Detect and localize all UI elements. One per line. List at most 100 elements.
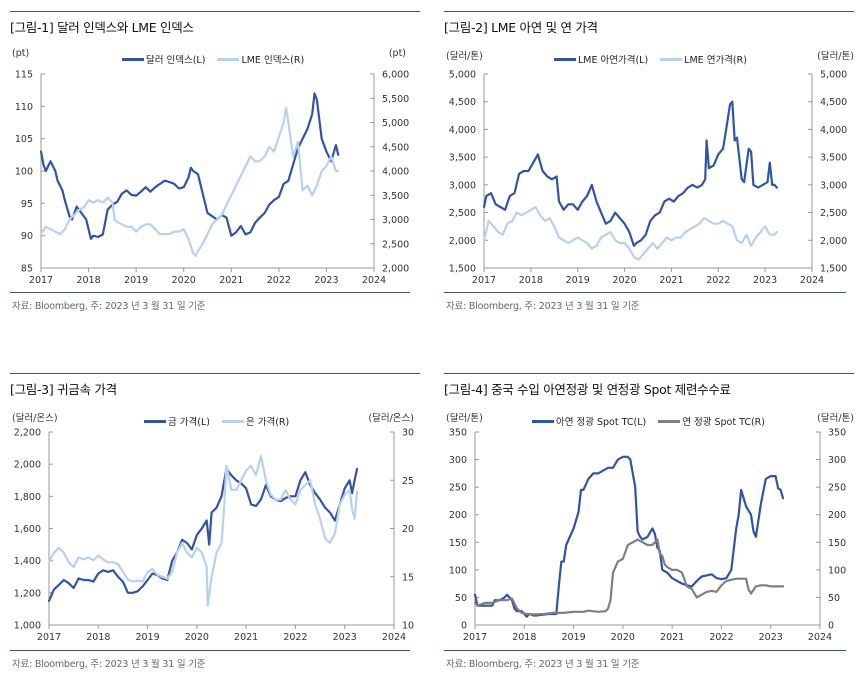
legend-item: 달러 인덱스(L) (122, 52, 205, 66)
left-axis-tick-label: 2,000 (14, 460, 41, 471)
right-axis-tick-label: 0 (828, 621, 834, 632)
legend-item: 금 가격(L) (144, 414, 210, 428)
chart-plot: 85 90 95 100 105 110 115 2,000 2,500 3,000 3,500 4,… (15, 70, 409, 287)
chart-panel-2: [그림-2] LME 아연 및 연 가격 (달러/톤) (달러/톤) LME 아… (434, 0, 854, 330)
legend: 금 가격(L) 은 가격(R) (144, 414, 289, 428)
series-line-1 (473, 455, 785, 618)
chart-panel-1: [그림-1] 달러 인덱스와 LME 인덱스 (pt) (pt) 달러 인덱스(… (0, 0, 420, 330)
left-axis-tick-label: 95 (21, 199, 33, 210)
right-axis-tick-label: 5,000 (820, 70, 847, 81)
left-axis-tick-label: 1,200 (14, 588, 41, 599)
legend-swatch (221, 419, 244, 423)
left-axis-tick-label: 150 (449, 538, 467, 549)
legend-label: 아연 정광 Spot TC(L) (556, 417, 647, 428)
left-axis-tick-label: 4,000 (449, 125, 476, 136)
legend-swatch (532, 419, 554, 423)
x-axis-tick-label: 2023 (759, 632, 783, 643)
right-axis-tick-label: 10 (402, 621, 414, 632)
x-axis-tick-label: 2020 (612, 275, 636, 286)
panel-top-rule (10, 373, 420, 374)
panel-top-rule (444, 373, 854, 374)
x-axis-tick-label: 2024 (362, 275, 386, 286)
right-axis-tick-label: 25 (402, 476, 414, 487)
legend-label: 은 가격(R) (245, 417, 290, 428)
source-note: 자료: Bloomberg, 주: 2023 년 3 월 31 일 기준 (446, 301, 640, 312)
chart-title: [그림-1] 달러 인덱스와 LME 인덱스 (10, 20, 194, 35)
left-axis-tick-label: 200 (449, 510, 467, 521)
right-axis-tick-label: 350 (828, 428, 846, 439)
legend-label: 연 정광 Spot TC(R) (682, 417, 765, 428)
right-axis-tick-label: 2,000 (820, 236, 847, 247)
left-axis-unit: (달러/온스) (12, 413, 58, 424)
panel-bottom-rule (10, 292, 410, 293)
x-axis-tick-label: 2022 (267, 275, 291, 286)
x-axis-tick-label: 2017 (37, 632, 61, 643)
right-axis-unit: (달러/온스) (368, 413, 414, 424)
panel-top-rule (10, 11, 420, 12)
right-axis-tick-label: 100 (828, 565, 846, 576)
left-axis-tick-label: 3,500 (449, 153, 476, 164)
right-axis-tick-label: 3,500 (820, 153, 847, 164)
right-axis-tick-label: 5,000 (382, 118, 409, 129)
x-axis-tick-label: 2017 (463, 632, 487, 643)
left-axis-tick-label: 1,600 (14, 524, 41, 535)
chart-title: [그림-2] LME 아연 및 연 가격 (444, 20, 598, 35)
left-axis-tick-label: 5,000 (449, 70, 476, 81)
right-axis-tick-label: 1,500 (820, 264, 847, 275)
right-axis-tick-label: 6,000 (382, 70, 409, 81)
left-axis-tick-label: 50 (455, 593, 467, 604)
right-axis-tick-label: 4,000 (382, 167, 409, 178)
left-axis-tick-label: 1,400 (14, 556, 41, 567)
x-axis-tick-label: 2020 (185, 632, 209, 643)
right-axis-tick-label: 50 (828, 593, 840, 604)
left-axis-tick-label: 115 (15, 70, 33, 81)
left-axis-tick-label: 1,800 (14, 492, 41, 503)
x-axis-tick-label: 2017 (29, 275, 53, 286)
panel-top-rule (444, 11, 854, 12)
x-axis-tick-label: 2019 (135, 632, 159, 643)
chart-plot: 1,000 1,200 1,400 1,600 1,800 2,000 2,200 10 15 2… (14, 428, 414, 644)
source-note: 자료: Bloomberg, 주: 2023 년 3 월 31 일 기준 (446, 659, 640, 670)
x-axis-tick-label: 2021 (219, 275, 243, 286)
x-axis-tick-label: 2024 (382, 632, 406, 643)
series-line-2 (39, 106, 340, 257)
x-axis-tick-label: 2022 (706, 275, 730, 286)
series-line-2 (473, 538, 785, 616)
x-axis-tick-label: 2019 (566, 275, 590, 286)
legend-swatch (217, 57, 240, 61)
legend-label: LME 아연가격(L) (578, 55, 649, 66)
series-line-1 (482, 100, 778, 247)
x-axis-tick-label: 2021 (234, 632, 258, 643)
legend-swatch (660, 57, 683, 61)
right-axis-tick-label: 5,500 (382, 94, 409, 105)
right-axis-tick-label: 20 (402, 524, 414, 535)
legend-label: LME 연가격(R) (684, 55, 747, 66)
x-axis-tick-label: 2019 (561, 632, 585, 643)
left-axis-tick-label: 2,500 (449, 208, 476, 219)
panel-bottom-rule (10, 650, 410, 651)
legend-swatch (658, 419, 681, 423)
legend-item: 아연 정광 Spot TC(L) (532, 414, 646, 428)
chart-panel-4: [그림-4] 중국 수입 아연정광 및 연정광 Spot 제련수수료 (달러/톤… (434, 362, 854, 692)
right-axis-tick-label: 3,000 (382, 215, 409, 226)
panel-bottom-rule (444, 292, 846, 293)
x-axis-tick-label: 2021 (659, 275, 683, 286)
left-axis-tick-label: 2,200 (14, 428, 41, 439)
left-axis-tick-label: 100 (15, 167, 33, 178)
left-axis-unit: (pt) (12, 48, 30, 59)
legend-item: LME 연가격(R) (660, 52, 747, 66)
right-axis-tick-label: 250 (828, 483, 846, 494)
left-axis-tick-label: 350 (449, 428, 467, 439)
x-axis-tick-label: 2023 (333, 632, 357, 643)
left-axis-tick-label: 1,500 (449, 264, 476, 275)
right-axis-tick-label: 150 (828, 538, 846, 549)
series-line-1 (47, 467, 359, 602)
legend-swatch (122, 57, 144, 61)
right-axis-tick-label: 300 (828, 455, 846, 466)
x-axis-tick-label: 2020 (172, 275, 196, 286)
x-axis-tick-label: 2023 (753, 275, 777, 286)
chart-plot: 1,500 2,000 2,500 3,000 3,500 4,000 4,500 5,000… (449, 70, 847, 287)
right-axis-tick-label: 15 (402, 572, 414, 583)
left-axis-tick-label: 90 (21, 231, 33, 242)
source-note: 자료: Bloomberg, 주: 2023 년 3 월 31 일 기준 (12, 301, 206, 312)
